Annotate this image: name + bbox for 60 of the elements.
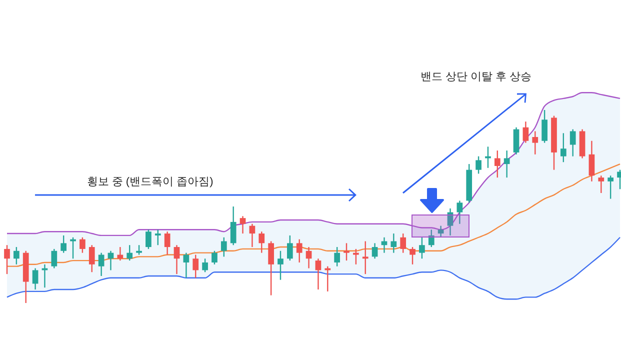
candlestick (532, 130, 538, 155)
candlestick (174, 244, 180, 275)
candlestick (390, 232, 397, 254)
candlestick (108, 250, 114, 271)
candlestick (570, 128, 576, 157)
candlestick (542, 109, 548, 144)
candlestick (60, 234, 67, 254)
candlestick (230, 206, 236, 246)
candlestick (476, 156, 482, 174)
candlestick (296, 238, 302, 264)
candlestick (126, 244, 133, 262)
candlestick (315, 258, 322, 290)
candlestick (504, 150, 510, 178)
annotation: 횡보 중 (밴드폭이 좁아짐) (86, 176, 214, 188)
candlestick (249, 223, 256, 248)
candlestick (32, 268, 38, 290)
candlestick (98, 252, 104, 277)
candlestick (258, 230, 265, 254)
candlestick (419, 236, 425, 260)
candlestick (287, 234, 293, 262)
candlestick (306, 246, 312, 269)
candlestick (608, 175, 614, 200)
candlestick (344, 242, 350, 262)
candlestick (485, 146, 491, 168)
candlestick (51, 248, 58, 269)
candlestick (372, 242, 378, 260)
candlestick (428, 229, 434, 248)
candlestick (164, 230, 170, 256)
candlestick (268, 240, 274, 296)
candlestick (117, 246, 124, 262)
candlestick (447, 208, 454, 236)
candlestick (212, 250, 218, 265)
candlestick (334, 246, 340, 267)
candlestick (80, 236, 86, 254)
text: 밴드 상단 이탈 후 상승 (420, 71, 532, 83)
candlestick (598, 175, 604, 194)
candlestick (146, 229, 152, 250)
candlestick (220, 236, 227, 258)
candlestick (136, 244, 142, 256)
candlestick (88, 244, 95, 273)
candlestick (4, 244, 10, 275)
candlestick (381, 236, 388, 254)
candlestick (192, 254, 199, 279)
candlestick (278, 250, 284, 280)
candlestick (14, 246, 20, 265)
candlestick (438, 225, 444, 238)
candlestick (513, 126, 520, 155)
candlestick (410, 246, 416, 265)
candlestick (522, 120, 529, 144)
candlestick (588, 140, 595, 182)
candlestick (560, 132, 566, 163)
candlestick (494, 150, 500, 178)
candlestick (456, 200, 463, 224)
candlestick (154, 229, 161, 246)
candlestick (400, 232, 406, 254)
candlestick (183, 252, 190, 279)
candlestick (362, 240, 368, 275)
candlestick (240, 216, 246, 234)
candlestick (353, 248, 359, 265)
candlestick (202, 258, 208, 273)
